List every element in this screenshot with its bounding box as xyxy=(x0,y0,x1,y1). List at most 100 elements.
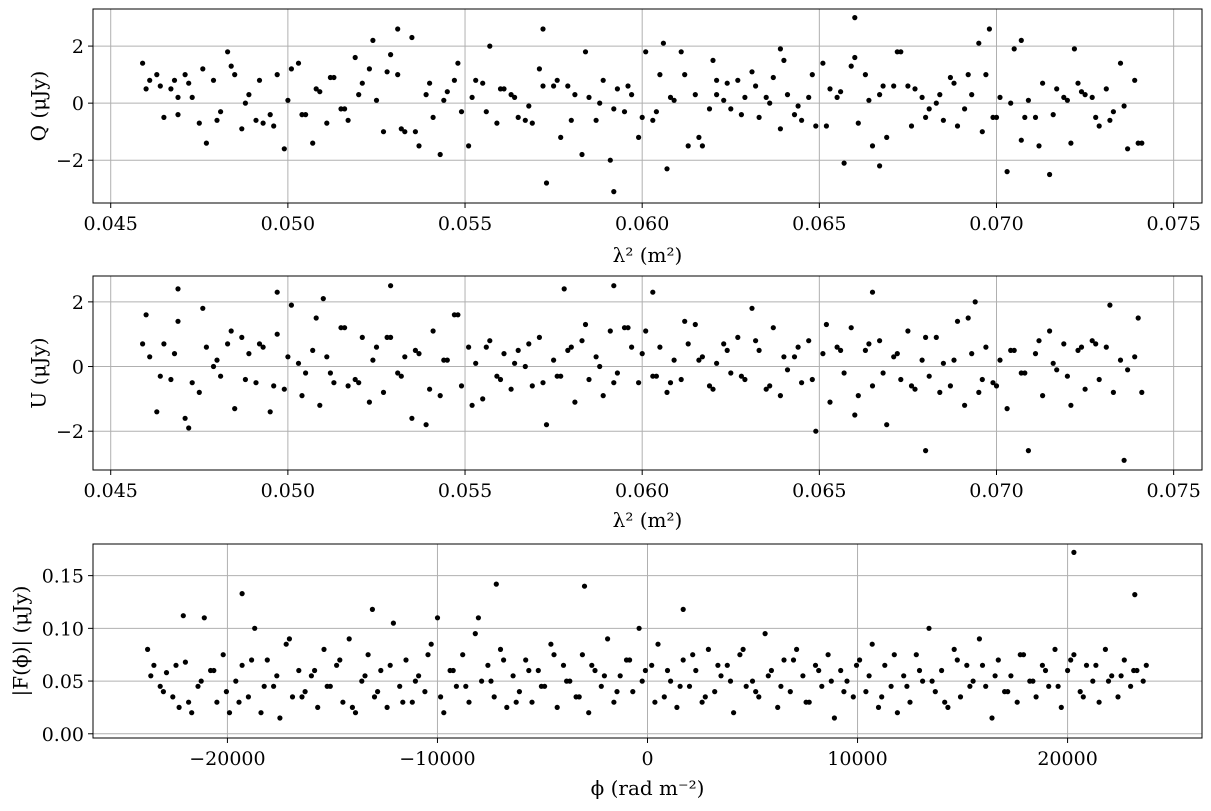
q-point xyxy=(536,66,543,72)
u-point xyxy=(299,393,305,399)
f-point xyxy=(970,678,976,684)
u-point xyxy=(770,325,776,331)
u-point xyxy=(1047,328,1053,334)
f-point xyxy=(441,710,447,716)
u-point xyxy=(303,370,309,376)
f-point xyxy=(853,662,860,668)
q-point xyxy=(813,123,819,129)
f-point xyxy=(850,694,856,700)
u-point xyxy=(862,347,869,353)
u-point xyxy=(905,328,911,334)
q-point xyxy=(1078,89,1085,95)
u-point xyxy=(473,360,479,366)
u-point xyxy=(809,376,815,383)
f-point xyxy=(1109,673,1115,679)
f-point xyxy=(186,699,192,705)
f-point xyxy=(749,678,756,684)
f-point xyxy=(586,710,592,716)
q-point xyxy=(274,72,280,78)
q-point xyxy=(600,77,606,83)
f-point xyxy=(450,667,456,674)
q-point xyxy=(157,83,163,89)
f-point xyxy=(576,694,582,700)
f-x-tick-label: 10000 xyxy=(827,748,887,770)
faraday-spectrum-panel: −20000 −10000 0 10000 200000.000.050.100.15 … xyxy=(9,543,1203,800)
u-point xyxy=(1008,347,1014,353)
q-point xyxy=(373,97,380,103)
f-point xyxy=(422,689,428,695)
f-point xyxy=(712,689,718,695)
f-point xyxy=(308,673,314,679)
f-point xyxy=(976,636,983,642)
f-point xyxy=(954,657,960,663)
u-point xyxy=(1089,338,1095,344)
u-point xyxy=(706,383,713,389)
u-point xyxy=(384,334,390,340)
f-point xyxy=(403,657,409,663)
q-point xyxy=(678,49,684,55)
f-point xyxy=(434,615,441,621)
f-point xyxy=(992,673,998,679)
q-point xyxy=(791,112,798,118)
q-point xyxy=(1096,123,1102,129)
q-point xyxy=(441,97,447,103)
f-y-tick-label: 0.15 xyxy=(42,566,84,588)
f-point xyxy=(359,678,365,684)
f-point xyxy=(1077,689,1083,695)
q-point xyxy=(370,37,376,44)
u-point xyxy=(600,393,606,399)
u-point xyxy=(678,376,684,383)
u-point xyxy=(1093,341,1099,347)
u-point xyxy=(295,360,302,366)
u-point xyxy=(976,389,982,395)
u-point xyxy=(983,344,989,350)
f-point xyxy=(409,699,415,705)
f-point xyxy=(1083,662,1090,668)
q-point xyxy=(891,83,897,89)
u-point xyxy=(338,325,344,331)
u-point xyxy=(345,383,351,389)
q-point xyxy=(317,89,323,95)
u-point xyxy=(1103,344,1109,350)
f-point xyxy=(649,662,655,668)
q-point xyxy=(1132,77,1138,83)
f-point xyxy=(1005,689,1011,695)
f-y-tick-label: 0.00 xyxy=(42,724,84,746)
q-point xyxy=(696,134,702,140)
f-point xyxy=(1093,662,1099,668)
f-point xyxy=(334,662,340,668)
f-point xyxy=(148,673,154,679)
q-point xyxy=(1061,94,1067,100)
u-point xyxy=(395,370,401,376)
u-point xyxy=(352,376,358,383)
q-y-tick-label: −2 xyxy=(56,150,84,172)
u-y-tick-label: −2 xyxy=(56,421,84,443)
f-point xyxy=(554,704,560,711)
q-point xyxy=(682,72,688,78)
q-point xyxy=(359,80,365,86)
q-point xyxy=(756,114,762,120)
q-point xyxy=(242,100,248,106)
u-point xyxy=(898,376,904,383)
u-point xyxy=(625,325,631,331)
q-point xyxy=(228,63,234,69)
q-point xyxy=(1071,46,1077,52)
f-point xyxy=(630,689,636,695)
q-point xyxy=(940,117,947,123)
f-point xyxy=(466,699,472,705)
u-point xyxy=(753,338,759,344)
f-y-axis-label: |F(ϕ)| (μJy) xyxy=(9,586,34,697)
u-point xyxy=(940,360,947,366)
f-point xyxy=(564,678,570,684)
f-point xyxy=(891,652,897,658)
q-point xyxy=(395,26,401,32)
q-point xyxy=(1018,37,1024,44)
q-point xyxy=(706,106,713,112)
q-point xyxy=(611,189,617,195)
u-point xyxy=(267,409,273,415)
f-point xyxy=(239,662,245,668)
f-point xyxy=(690,652,696,658)
q-point xyxy=(395,72,401,78)
u-point xyxy=(579,338,585,344)
